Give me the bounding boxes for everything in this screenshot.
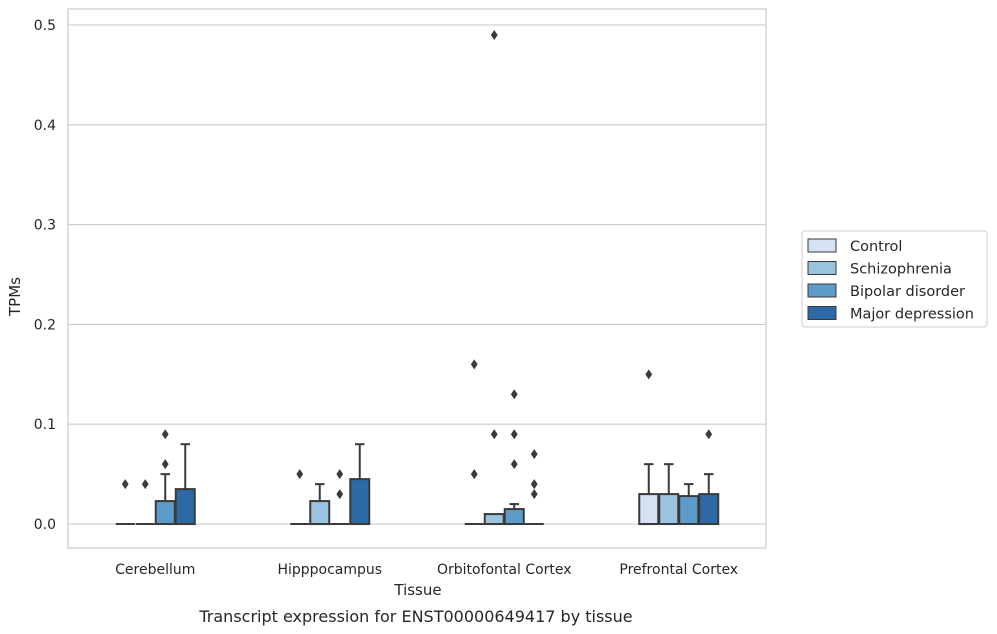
series-layer bbox=[115, 29, 720, 526]
x-axis-ticks: Cerebellum Hipppocampus Orbitofontal Corte… bbox=[115, 562, 738, 578]
outlier-point bbox=[705, 429, 713, 440]
y-tick-label: 0.4 bbox=[34, 118, 56, 134]
outlier-point bbox=[161, 429, 169, 440]
outlier-point bbox=[530, 449, 538, 460]
box bbox=[503, 508, 525, 526]
legend-label: Control bbox=[850, 239, 902, 255]
plot-area-frame bbox=[67, 8, 767, 549]
outlier-point bbox=[510, 389, 518, 400]
outlier-point bbox=[530, 489, 538, 500]
outlier-point bbox=[470, 469, 478, 480]
y-tick-label: 0.0 bbox=[34, 517, 56, 533]
outlier-point bbox=[510, 459, 518, 470]
legend-label: Major depression bbox=[850, 307, 974, 323]
y-axis-ticks: 0.0 0.1 0.2 0.3 0.4 0.5 bbox=[34, 18, 56, 533]
chart-caption: Transcript expression for ENST0000064941… bbox=[198, 607, 632, 626]
box bbox=[698, 493, 720, 526]
legend-item: Control bbox=[807, 238, 902, 255]
y-tick-label: 0.1 bbox=[34, 417, 56, 433]
legend-item: Major depression bbox=[807, 306, 974, 323]
outlier-point bbox=[336, 469, 344, 480]
series-bipolar-disorder bbox=[154, 389, 700, 526]
outlier-point bbox=[141, 479, 149, 490]
legend-swatch bbox=[807, 306, 837, 320]
box bbox=[349, 478, 371, 526]
outlier-point bbox=[121, 479, 129, 490]
outlier-point bbox=[510, 429, 518, 440]
outlier-point bbox=[336, 489, 344, 500]
legend-label: Bipolar disorder bbox=[850, 284, 965, 300]
x-axis-label: Tissue bbox=[393, 581, 441, 599]
outlier-point bbox=[490, 29, 498, 40]
legend-label: Schizophrenia bbox=[850, 262, 952, 278]
legend: Control Schizophrenia Bipolar disorder Majo… bbox=[801, 230, 988, 328]
y-tick-label: 0.5 bbox=[34, 18, 56, 34]
legend-swatch bbox=[807, 261, 837, 275]
box bbox=[658, 493, 680, 526]
series-schizophrenia bbox=[135, 29, 680, 526]
legend-frame bbox=[801, 230, 988, 328]
series-control bbox=[115, 359, 660, 526]
box bbox=[638, 493, 660, 526]
outlier-point bbox=[296, 469, 304, 480]
x-tick-label: Orbitofontal Cortex bbox=[437, 562, 572, 578]
box bbox=[678, 495, 700, 526]
gridlines bbox=[68, 24, 766, 525]
box bbox=[154, 500, 176, 526]
outlier-point bbox=[530, 479, 538, 490]
legend-swatch bbox=[807, 238, 837, 253]
box bbox=[309, 500, 331, 526]
legend-swatch bbox=[807, 283, 837, 298]
y-tick-label: 0.2 bbox=[34, 317, 56, 333]
outlier-point bbox=[161, 459, 169, 470]
outlier-point bbox=[490, 429, 498, 440]
outlier-point bbox=[470, 359, 478, 370]
x-tick-label: Prefrontal Cortex bbox=[619, 562, 738, 578]
x-tick-label: Hipppocampus bbox=[277, 562, 382, 578]
box bbox=[483, 513, 505, 526]
x-tick-label: Cerebellum bbox=[115, 562, 195, 578]
y-axis-label: TPMs bbox=[6, 277, 24, 317]
box bbox=[174, 488, 196, 526]
series-major-depression bbox=[174, 429, 720, 526]
legend-item: Schizophrenia bbox=[807, 261, 952, 278]
y-tick-label: 0.3 bbox=[34, 218, 56, 234]
outlier-point bbox=[645, 369, 653, 380]
legend-item: Bipolar disorder bbox=[807, 283, 965, 300]
